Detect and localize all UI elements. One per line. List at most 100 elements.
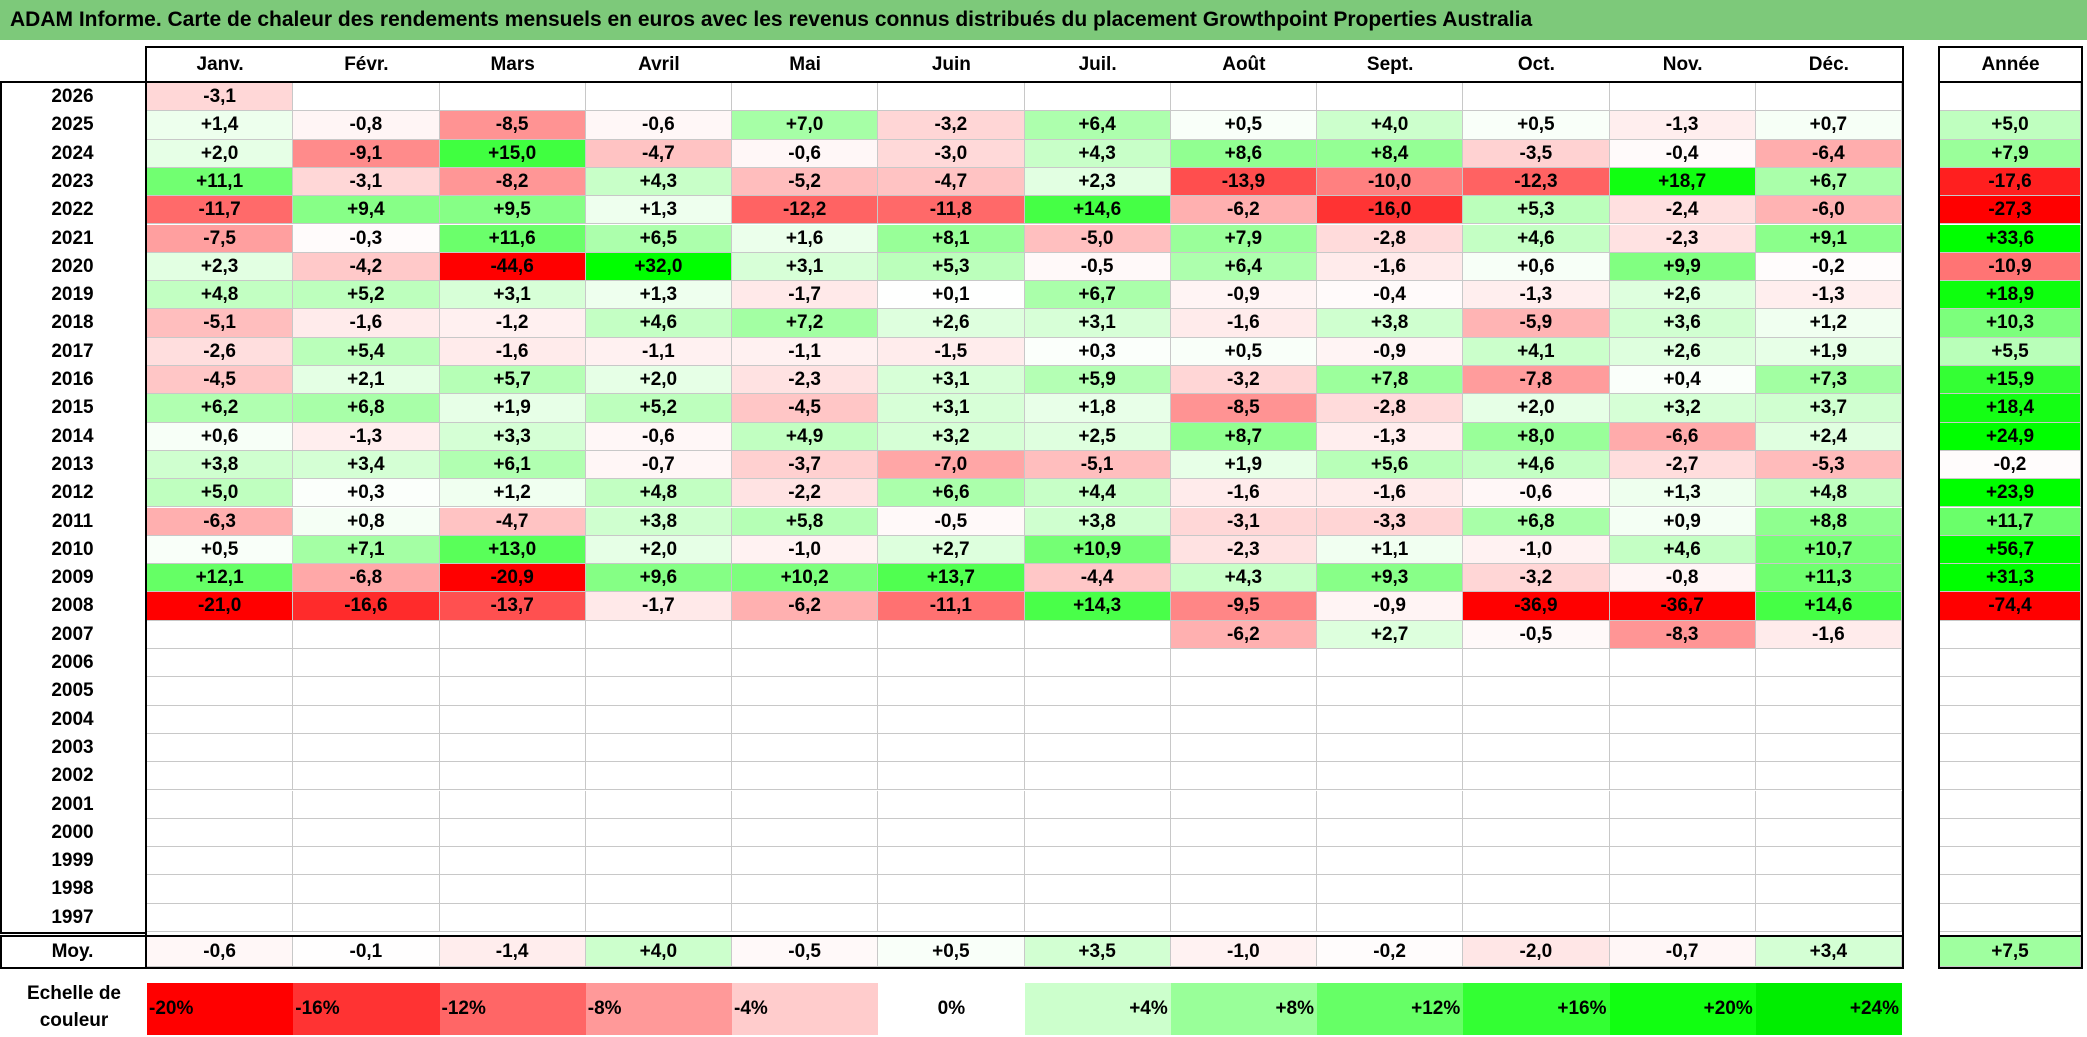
heatmap-cell: -1,3 [293,422,440,451]
annual-cell: +56,7 [1940,535,2081,565]
heatmap-cell [732,818,879,848]
heatmap-cell [1024,903,1171,932]
heatmap-cell: -0,4 [1317,281,1464,310]
heatmap-cell: -3,3 [1317,507,1464,536]
year-label: 2014 [51,425,94,447]
annual-cell: +7,9 [1940,139,2081,168]
heatmap-cell [1463,847,1610,876]
heatmap-cell [732,903,879,932]
heatmap-cell: -20,9 [439,564,586,593]
heatmap-cell [878,677,1025,706]
month-header: Nov. [1662,54,1703,75]
heatmap-cell: -8,5 [439,111,586,140]
heatmap-cell [878,83,1025,112]
heatmap-cell: +18,7 [1609,167,1756,197]
heatmap-cell [1024,705,1171,734]
year-label: 2023 [51,170,94,192]
heatmap-cell [1170,847,1317,876]
heatmap-cell: -1,3 [1755,281,1902,310]
heatmap-cell: -12,2 [732,196,879,225]
annual-cell [1940,875,2081,904]
year-label: 2018 [51,312,94,334]
heatmap-cell: -8,2 [439,167,586,197]
heatmap-cell: +14,6 [1024,196,1171,225]
heatmap-cell: +1,4 [147,111,294,140]
year-label: 2026 [51,86,94,107]
heatmap-cell: +3,4 [293,450,440,480]
heatmap-cell [1170,677,1317,706]
heatmap-cell [1755,790,1902,819]
year-label: 2020 [51,255,94,277]
heatmap-cell: +5,9 [1024,366,1171,395]
heatmap-cell [1609,705,1756,734]
heatmap-cell: +14,3 [1024,592,1171,621]
annual-cell [1940,903,2081,932]
heatmap-cell [1609,818,1756,848]
heatmap-cell: +8,1 [878,224,1025,253]
heatmap-cell: +2,0 [585,366,732,395]
heatmap-cell: +7,0 [732,111,879,140]
heatmap-cell: +4,6 [585,309,732,338]
heatmap-cell: +4,8 [1755,479,1902,508]
heatmap-cell: -0,5 [1024,252,1171,282]
heatmap-cell: -3,2 [1170,366,1317,395]
heatmap-cell [1609,875,1756,904]
heatmap-cell: +0,5 [1170,337,1317,366]
heatmap-cell: -11,8 [878,196,1025,225]
heatmap-cell [1317,649,1464,678]
month-header: Janv. [196,54,244,75]
heatmap-cell: +10,9 [1024,535,1171,565]
year-label: 2021 [51,227,94,249]
heatmap-cell [1463,677,1610,706]
average-cell: +3,5 [1024,937,1171,967]
heatmap-cell: -12,3 [1463,167,1610,197]
heatmap-cell: -4,4 [1024,564,1171,593]
heatmap-cell: +0,7 [1755,111,1902,140]
heatmap-cell [1463,790,1610,819]
heatmap-cell: +3,1 [439,281,586,310]
heatmap-cell [1170,790,1317,819]
annual-cell [1940,762,2081,791]
heatmap-cell: -0,9 [1317,592,1464,621]
heatmap-cell: -1,6 [293,309,440,338]
heatmap-cell: +0,6 [147,422,294,451]
heatmap-cell: +1,3 [585,196,732,225]
heatmap-cell: -5,3 [1755,450,1902,480]
heatmap-cell: +6,7 [1755,167,1902,197]
heatmap-cell: +8,4 [1317,139,1464,168]
heatmap-cell: +0,6 [1463,252,1610,282]
heatmap-cell [439,83,586,112]
heatmap-cell: -36,7 [1609,592,1756,621]
heatmap-cell: +7,3 [1755,366,1902,395]
heatmap-cell [878,903,1025,932]
heatmap-cell: +5,3 [1463,196,1610,225]
heatmap-cell: +6,4 [1024,111,1171,140]
month-header: Sept. [1366,54,1414,75]
heatmap-cell [1609,733,1756,763]
color-scale-label-line2: couleur [39,1010,109,1031]
heatmap-cell: -11,7 [147,196,294,225]
annual-cell [1940,818,2081,848]
heatmap-cell: +5,2 [585,394,732,423]
heatmap-cell: -0,2 [1755,252,1902,282]
heatmap-cell: -2,2 [732,479,879,508]
heatmap-cell [1024,790,1171,819]
heatmap-cell: +2,7 [878,535,1025,565]
average-cell: +0,5 [878,937,1025,967]
heatmap-cell [1024,83,1171,112]
heatmap-cell: -1,5 [878,337,1025,366]
annual-cell: +15,9 [1940,366,2081,395]
heatmap-cell [1755,762,1902,791]
heatmap-cell: +0,5 [1170,111,1317,140]
heatmap-cell [1317,83,1464,112]
heatmap-cell: +1,3 [585,281,732,310]
heatmap-cell: -1,6 [1170,479,1317,508]
month-header: Mai [789,54,821,75]
heatmap-cell: +4,6 [1463,450,1610,480]
heatmap-cell: +2,0 [1463,394,1610,423]
heatmap-cell: +8,7 [1170,422,1317,451]
heatmap-cell: +1,1 [1317,535,1464,565]
heatmap-cell: -44,6 [439,252,586,282]
month-header: Déc. [1808,54,1849,75]
heatmap-cell: +6,8 [293,394,440,423]
